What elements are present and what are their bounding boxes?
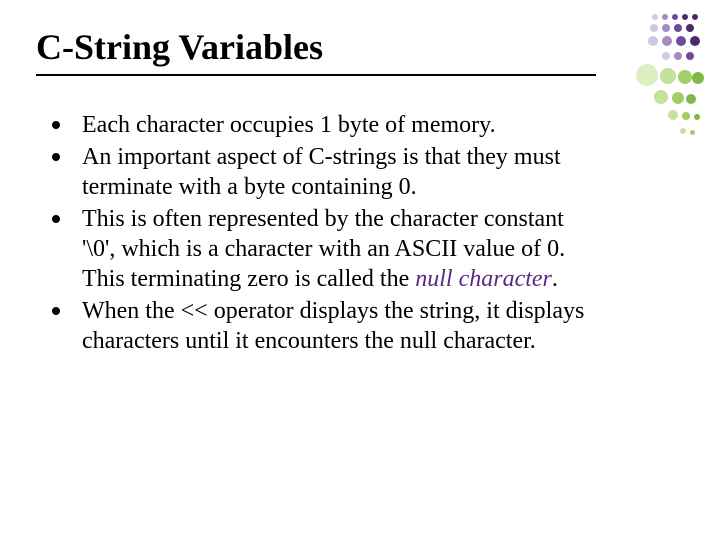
- decor-dot: [672, 14, 678, 20]
- decor-dot: [680, 128, 686, 134]
- bullet-item: Each character occupies 1 byte of memory…: [48, 110, 588, 140]
- bullet-text: Each character occupies 1 byte of memory…: [82, 112, 496, 138]
- decor-dot: [662, 52, 670, 60]
- title-block: C-String Variables: [36, 28, 596, 76]
- decor-dot: [662, 14, 668, 20]
- decor-dot: [648, 36, 658, 46]
- body: Each character occupies 1 byte of memory…: [48, 110, 588, 358]
- decor-dot: [692, 72, 704, 84]
- bullet-dot-icon: [52, 215, 60, 223]
- decor-dot: [660, 68, 676, 84]
- decor-dot: [662, 24, 670, 32]
- decor-dot: [690, 130, 695, 135]
- decor-dot: [692, 14, 698, 20]
- decor-dot: [678, 70, 692, 84]
- decor-dot: [676, 36, 686, 46]
- bullet-item: An important aspect of C-strings is that…: [48, 142, 588, 202]
- decor-dot: [650, 24, 658, 32]
- decor-dot: [686, 24, 694, 32]
- bullet-text: An important aspect of C-strings is that…: [82, 144, 561, 200]
- bullet-dot-icon: [52, 153, 60, 161]
- decor-dot: [652, 14, 658, 20]
- decor-dot: [636, 64, 658, 86]
- title-underline: [36, 74, 596, 76]
- decor-dot: [694, 114, 700, 120]
- bullet-text-post: .: [552, 266, 558, 292]
- decor-dot: [668, 110, 678, 120]
- bullet-item: When the << operator displays the string…: [48, 296, 588, 356]
- bullet-accent: null character: [415, 266, 552, 292]
- slide-title: C-String Variables: [36, 28, 596, 68]
- decor-dot: [690, 36, 700, 46]
- decor-dot: [674, 52, 682, 60]
- bullet-text: When the << operator displays the string…: [82, 298, 584, 354]
- decor-dot: [672, 92, 684, 104]
- decor-dot: [674, 24, 682, 32]
- decor-dot: [686, 52, 694, 60]
- bullet-dot-icon: [52, 121, 60, 129]
- bullet-dot-icon: [52, 307, 60, 315]
- bullet-item: This is often represented by the charact…: [48, 204, 588, 294]
- decor-dot: [686, 94, 696, 104]
- slide: C-String Variables Each character occupi…: [0, 0, 720, 540]
- decor-dot: [654, 90, 668, 104]
- decor-dot: [682, 112, 690, 120]
- decor-dot: [682, 14, 688, 20]
- bullet-list: Each character occupies 1 byte of memory…: [48, 110, 588, 356]
- decor-dot: [662, 36, 672, 46]
